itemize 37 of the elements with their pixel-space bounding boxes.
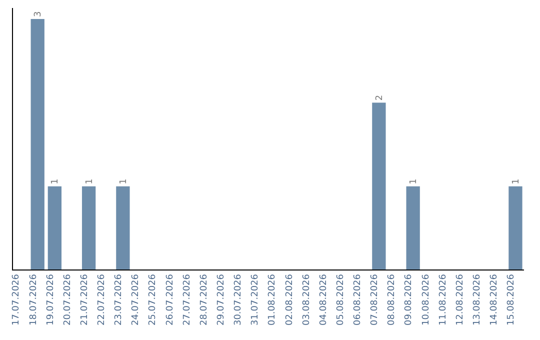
x-tick-label: 22.07.2026 <box>97 274 108 326</box>
x-tick-label: 21.07.2026 <box>80 274 90 326</box>
x-tick-label: 13.08.2026 <box>472 274 482 326</box>
x-tick-label: 12.08.2026 <box>455 274 466 326</box>
x-tick-label: 14.08.2026 <box>490 274 500 326</box>
x-tick-label: 01.08.2026 <box>268 274 278 326</box>
x-tick-label: 04.08.2026 <box>318 274 329 326</box>
x-tick-label: 31.07.2026 <box>250 274 261 326</box>
x-tick-label: 10.08.2026 <box>421 274 432 326</box>
data-label: 1 <box>511 178 522 184</box>
x-tick-label: 30.07.2026 <box>234 274 244 326</box>
data-label: 1 <box>409 178 420 184</box>
x-tick-label: 23.07.2026 <box>114 274 124 326</box>
x-tick-label: 08.08.2026 <box>387 274 398 326</box>
x-tick-label: 29.07.2026 <box>216 274 226 326</box>
x-tick-label: 27.07.2026 <box>182 274 192 326</box>
x-tick-label: 18.07.2026 <box>28 274 39 326</box>
x-tick-label: 07.08.2026 <box>370 274 380 326</box>
x-tick-label: 06.08.2026 <box>353 274 364 326</box>
x-tick-label: 28.07.2026 <box>199 274 210 326</box>
x-tick-label: 24.07.2026 <box>131 274 142 326</box>
x-tick-label: 26.07.2026 <box>165 274 176 326</box>
x-tick-label: 15.08.2026 <box>506 274 517 326</box>
data-label: 2 <box>374 94 385 101</box>
x-tick-label: 09.08.2026 <box>404 274 414 326</box>
x-tick-label: 02.08.2026 <box>284 274 295 326</box>
data-label: 3 <box>34 11 44 17</box>
x-tick-label: 03.08.2026 <box>302 274 312 326</box>
x-tick-label: 19.07.2026 <box>46 274 56 326</box>
x-tick-label: 05.08.2026 <box>336 274 346 326</box>
x-tick-label: 11.08.2026 <box>438 274 448 326</box>
x-tick-label: 17.07.2026 <box>12 274 22 326</box>
x-tick-label: 20.07.2026 <box>62 274 73 326</box>
data-label: 1 <box>50 178 61 184</box>
data-label: 1 <box>118 178 129 184</box>
x-tick-label: 25.07.2026 <box>148 274 158 326</box>
data-label: 1 <box>84 178 95 184</box>
